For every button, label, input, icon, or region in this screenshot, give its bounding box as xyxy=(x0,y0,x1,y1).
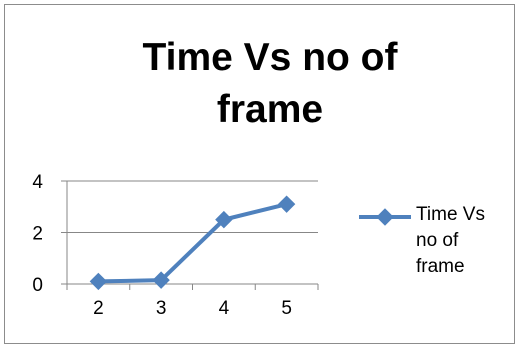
data-point-marker xyxy=(152,271,170,289)
gridlines xyxy=(67,180,318,233)
y-tick-label: 0 xyxy=(32,275,43,296)
data-point-marker xyxy=(215,210,233,229)
chart-area xyxy=(4,4,515,344)
y-tick-label: 4 xyxy=(32,172,43,193)
legend-label: Time Vs no of frame xyxy=(416,204,485,277)
x-tick-label: 2 xyxy=(93,298,104,319)
legend-diamond xyxy=(376,208,394,226)
y-tick-label: 2 xyxy=(32,224,43,245)
data-point-marker xyxy=(277,195,296,213)
chart-title: Time Vs no of frame xyxy=(142,36,398,131)
axes xyxy=(61,180,319,290)
x-axis-tick-labels: 2 3 4 5 xyxy=(93,298,292,319)
x-tick-label: 3 xyxy=(156,298,167,319)
data-point-marker xyxy=(89,272,108,291)
x-tick-label: 5 xyxy=(281,298,292,319)
legend-marker xyxy=(359,208,411,226)
series xyxy=(89,195,296,291)
series-line xyxy=(96,202,289,284)
y-axis-tick-labels: 0 2 4 xyxy=(32,172,43,296)
x-tick-label: 4 xyxy=(219,298,230,319)
